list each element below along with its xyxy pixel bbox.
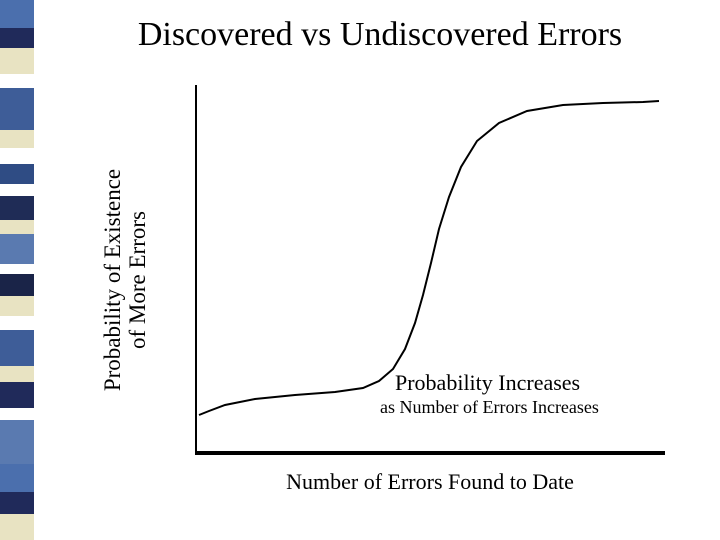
- y-axis-label: Probability of Existence of More Errors: [100, 130, 151, 430]
- sidebar-stripe: [0, 28, 34, 48]
- y-axis-label-line1: Probability of Existence: [100, 169, 125, 391]
- sidebar-stripe: [0, 234, 34, 264]
- sidebar-stripe: [0, 274, 34, 296]
- x-axis-label: Number of Errors Found to Date: [195, 469, 665, 495]
- decorative-sidebar: [0, 0, 34, 540]
- sidebar-stripe: [0, 408, 34, 420]
- sidebar-stripe: [0, 164, 34, 184]
- sidebar-stripe: [0, 316, 34, 330]
- sidebar-stripe: [0, 296, 34, 316]
- annotation-main: Probability Increases: [395, 370, 580, 396]
- sidebar-stripe: [0, 514, 34, 540]
- sidebar-stripe: [0, 220, 34, 234]
- sidebar-stripe: [0, 420, 34, 464]
- annotation-sub: as Number of Errors Increases: [380, 397, 599, 418]
- sidebar-stripe: [0, 74, 34, 88]
- s-curve: [199, 101, 659, 415]
- sidebar-stripe: [0, 330, 34, 366]
- y-axis-label-line2: of More Errors: [125, 211, 150, 349]
- sidebar-stripe: [0, 464, 34, 492]
- sidebar-stripe: [0, 196, 34, 220]
- sidebar-stripe: [0, 382, 34, 408]
- sidebar-stripe: [0, 264, 34, 274]
- slide-title: Discovered vs Undiscovered Errors: [60, 16, 700, 54]
- sidebar-stripe: [0, 130, 34, 148]
- sidebar-stripe: [0, 184, 34, 196]
- sidebar-stripe: [0, 148, 34, 164]
- sidebar-stripe: [0, 366, 34, 382]
- sidebar-stripe: [0, 0, 34, 28]
- sidebar-stripe: [0, 48, 34, 74]
- sidebar-stripe: [0, 88, 34, 130]
- slide: Discovered vs Undiscovered Errors Probab…: [0, 0, 720, 540]
- sidebar-stripe: [0, 492, 34, 514]
